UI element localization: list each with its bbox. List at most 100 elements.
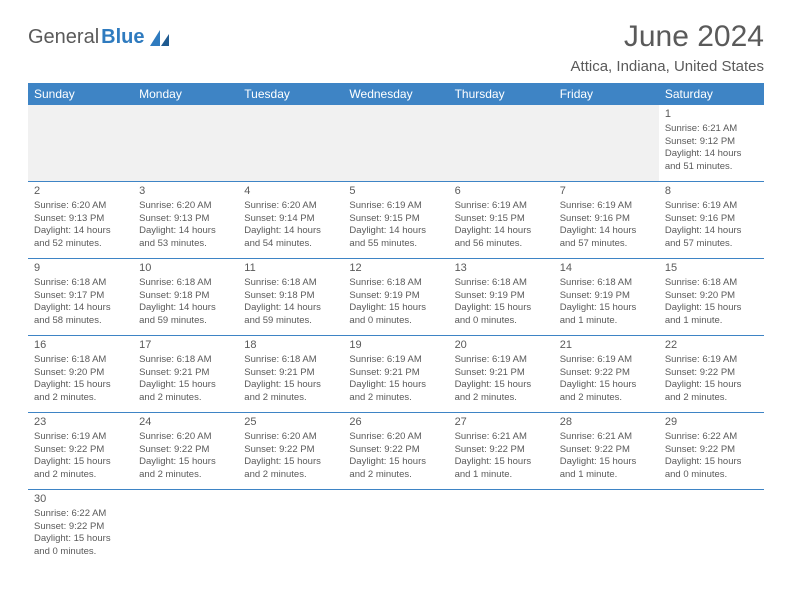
day-detail-line: Sunset: 9:19 PM xyxy=(455,290,548,303)
day-detail-line: Daylight: 15 hours and 1 minute. xyxy=(560,456,653,482)
day-detail-line: Daylight: 15 hours and 0 minutes. xyxy=(34,533,127,559)
day-detail-line: Sunrise: 6:21 AM xyxy=(665,123,758,136)
calendar-cell: 9Sunrise: 6:18 AMSunset: 9:17 PMDaylight… xyxy=(28,259,133,336)
calendar-cell: 28Sunrise: 6:21 AMSunset: 9:22 PMDayligh… xyxy=(554,413,659,490)
day-detail-line: Sunset: 9:18 PM xyxy=(244,290,337,303)
weekday-header: Thursday xyxy=(449,83,554,105)
day-detail-line: Sunrise: 6:21 AM xyxy=(560,431,653,444)
day-number: 13 xyxy=(455,261,548,276)
weekday-header: Tuesday xyxy=(238,83,343,105)
day-number: 2 xyxy=(34,184,127,199)
page-title: June 2024 xyxy=(571,20,764,54)
day-number: 6 xyxy=(455,184,548,199)
calendar-cell xyxy=(343,105,448,182)
day-detail-line: Daylight: 14 hours and 57 minutes. xyxy=(560,225,653,251)
calendar-table: SundayMondayTuesdayWednesdayThursdayFrid… xyxy=(28,83,764,566)
day-detail-line: Daylight: 14 hours and 54 minutes. xyxy=(244,225,337,251)
day-detail-line: Sunset: 9:22 PM xyxy=(455,444,548,457)
location-subtitle: Attica, Indiana, United States xyxy=(571,58,764,75)
day-detail-line: Daylight: 14 hours and 53 minutes. xyxy=(139,225,232,251)
day-detail-line: Sunset: 9:22 PM xyxy=(560,367,653,380)
calendar-cell xyxy=(133,490,238,567)
day-detail-line: Daylight: 15 hours and 2 minutes. xyxy=(34,379,127,405)
day-detail-line: Sunrise: 6:19 AM xyxy=(349,200,442,213)
day-detail-line: Daylight: 14 hours and 58 minutes. xyxy=(34,302,127,328)
calendar-cell xyxy=(343,490,448,567)
day-detail-line: Sunset: 9:20 PM xyxy=(34,367,127,380)
day-detail-line: Daylight: 15 hours and 2 minutes. xyxy=(455,379,548,405)
day-number: 19 xyxy=(349,338,442,353)
day-detail-line: Sunset: 9:21 PM xyxy=(139,367,232,380)
weekday-header: Sunday xyxy=(28,83,133,105)
day-detail-line: Sunrise: 6:22 AM xyxy=(34,508,127,521)
day-detail-line: Daylight: 15 hours and 0 minutes. xyxy=(665,456,758,482)
day-detail-line: Sunrise: 6:20 AM xyxy=(139,431,232,444)
calendar-cell: 22Sunrise: 6:19 AMSunset: 9:22 PMDayligh… xyxy=(659,336,764,413)
calendar-cell xyxy=(554,105,659,182)
day-detail-line: Sunrise: 6:21 AM xyxy=(455,431,548,444)
calendar-cell xyxy=(554,490,659,567)
day-detail-line: Sunrise: 6:19 AM xyxy=(560,354,653,367)
calendar-cell: 25Sunrise: 6:20 AMSunset: 9:22 PMDayligh… xyxy=(238,413,343,490)
day-number: 11 xyxy=(244,261,337,276)
calendar-cell: 29Sunrise: 6:22 AMSunset: 9:22 PMDayligh… xyxy=(659,413,764,490)
day-detail-line: Sunrise: 6:22 AM xyxy=(665,431,758,444)
calendar-cell: 5Sunrise: 6:19 AMSunset: 9:15 PMDaylight… xyxy=(343,182,448,259)
calendar-cell: 13Sunrise: 6:18 AMSunset: 9:19 PMDayligh… xyxy=(449,259,554,336)
day-detail-line: Sunrise: 6:19 AM xyxy=(349,354,442,367)
day-number: 9 xyxy=(34,261,127,276)
day-number: 24 xyxy=(139,415,232,430)
day-detail-line: Sunset: 9:18 PM xyxy=(139,290,232,303)
day-detail-line: Sunset: 9:21 PM xyxy=(244,367,337,380)
calendar-cell: 15Sunrise: 6:18 AMSunset: 9:20 PMDayligh… xyxy=(659,259,764,336)
logo: GeneralBlue xyxy=(28,26,171,49)
day-number: 8 xyxy=(665,184,758,199)
logo-text-1: General xyxy=(28,26,99,49)
day-detail-line: Daylight: 15 hours and 2 minutes. xyxy=(665,379,758,405)
day-detail-line: Daylight: 15 hours and 2 minutes. xyxy=(244,379,337,405)
day-detail-line: Sunset: 9:22 PM xyxy=(665,367,758,380)
calendar-cell: 7Sunrise: 6:19 AMSunset: 9:16 PMDaylight… xyxy=(554,182,659,259)
day-detail-line: Sunset: 9:22 PM xyxy=(560,444,653,457)
day-detail-line: Sunrise: 6:18 AM xyxy=(665,277,758,290)
calendar-cell xyxy=(449,490,554,567)
day-detail-line: Sunset: 9:15 PM xyxy=(455,213,548,226)
logo-text-2: Blue xyxy=(101,26,144,49)
day-detail-line: Sunset: 9:22 PM xyxy=(34,444,127,457)
day-detail-line: Sunset: 9:22 PM xyxy=(139,444,232,457)
day-number: 5 xyxy=(349,184,442,199)
calendar-cell: 16Sunrise: 6:18 AMSunset: 9:20 PMDayligh… xyxy=(28,336,133,413)
calendar-cell: 12Sunrise: 6:18 AMSunset: 9:19 PMDayligh… xyxy=(343,259,448,336)
day-number: 27 xyxy=(455,415,548,430)
day-detail-line: Sunset: 9:13 PM xyxy=(139,213,232,226)
day-detail-line: Sunrise: 6:19 AM xyxy=(455,200,548,213)
header: GeneralBlue June 2024 Attica, Indiana, U… xyxy=(28,20,764,75)
day-detail-line: Sunrise: 6:19 AM xyxy=(455,354,548,367)
day-detail-line: Sunset: 9:21 PM xyxy=(349,367,442,380)
day-detail-line: Sunset: 9:17 PM xyxy=(34,290,127,303)
calendar-cell: 3Sunrise: 6:20 AMSunset: 9:13 PMDaylight… xyxy=(133,182,238,259)
calendar-cell: 26Sunrise: 6:20 AMSunset: 9:22 PMDayligh… xyxy=(343,413,448,490)
day-detail-line: Daylight: 14 hours and 55 minutes. xyxy=(349,225,442,251)
day-detail-line: Sunrise: 6:20 AM xyxy=(349,431,442,444)
day-detail-line: Sunset: 9:13 PM xyxy=(34,213,127,226)
weekday-header: Saturday xyxy=(659,83,764,105)
day-detail-line: Daylight: 15 hours and 1 minute. xyxy=(560,302,653,328)
day-detail-line: Sunset: 9:22 PM xyxy=(34,521,127,534)
calendar-cell: 8Sunrise: 6:19 AMSunset: 9:16 PMDaylight… xyxy=(659,182,764,259)
day-number: 29 xyxy=(665,415,758,430)
calendar-cell: 18Sunrise: 6:18 AMSunset: 9:21 PMDayligh… xyxy=(238,336,343,413)
day-number: 16 xyxy=(34,338,127,353)
day-detail-line: Sunset: 9:16 PM xyxy=(560,213,653,226)
day-detail-line: Daylight: 15 hours and 1 minute. xyxy=(455,456,548,482)
weekday-header: Monday xyxy=(133,83,238,105)
calendar-cell: 20Sunrise: 6:19 AMSunset: 9:21 PMDayligh… xyxy=(449,336,554,413)
day-detail-line: Sunrise: 6:18 AM xyxy=(34,277,127,290)
day-detail-line: Sunrise: 6:18 AM xyxy=(244,354,337,367)
calendar-cell: 30Sunrise: 6:22 AMSunset: 9:22 PMDayligh… xyxy=(28,490,133,567)
day-number: 30 xyxy=(34,492,127,507)
day-detail-line: Daylight: 14 hours and 51 minutes. xyxy=(665,148,758,174)
calendar-cell xyxy=(133,105,238,182)
day-number: 23 xyxy=(34,415,127,430)
day-detail-line: Daylight: 15 hours and 2 minutes. xyxy=(139,379,232,405)
